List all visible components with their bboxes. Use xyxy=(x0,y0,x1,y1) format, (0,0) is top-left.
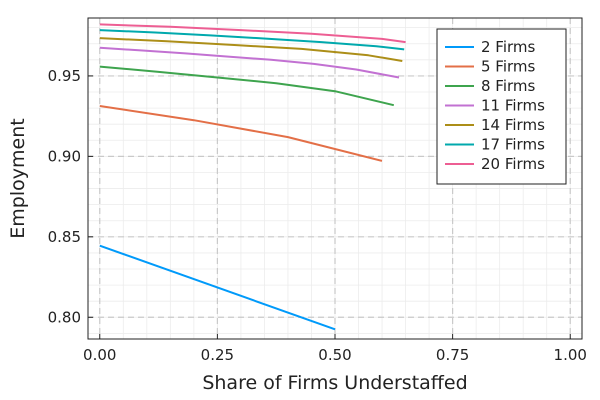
y-tick-label: 0.90 xyxy=(48,147,81,165)
series-line-1 xyxy=(99,244,336,331)
legend-label: 2 Firms xyxy=(481,38,536,56)
y-tick-label: 0.80 xyxy=(48,308,81,326)
x-tick-label: 0.75 xyxy=(436,346,469,364)
x-tick-label: 0.00 xyxy=(83,346,116,364)
y-tick-label: 0.95 xyxy=(48,67,81,85)
legend-label: 20 Firms xyxy=(481,155,545,173)
x-axis-ticks: 0.00 0.25 0.50 0.75 1.00 xyxy=(83,334,587,364)
legend-label: 8 Firms xyxy=(481,77,536,95)
legend-label: 5 Firms xyxy=(481,58,536,76)
y-tick-label: 0.85 xyxy=(48,228,81,246)
series-line-2 xyxy=(99,105,383,162)
series-line-3 xyxy=(99,65,395,107)
series-lines xyxy=(99,23,406,331)
series-line-5 xyxy=(99,37,403,62)
legend-label: 17 Firms xyxy=(481,136,545,154)
x-axis-title: Share of Firms Understaffed xyxy=(202,372,467,394)
legend-label: 11 Firms xyxy=(481,97,545,115)
legend-label: 14 Firms xyxy=(481,116,545,134)
x-tick-label: 1.00 xyxy=(554,346,587,364)
y-axis-title: Employment xyxy=(7,118,29,238)
y-axis-ticks: 0.80 0.85 0.90 0.95 xyxy=(48,67,93,326)
x-tick-label: 0.50 xyxy=(318,346,351,364)
series-line-7 xyxy=(99,23,406,44)
x-tick-label: 0.25 xyxy=(201,346,234,364)
series-line-4 xyxy=(99,46,400,79)
series-line-6 xyxy=(99,29,405,51)
